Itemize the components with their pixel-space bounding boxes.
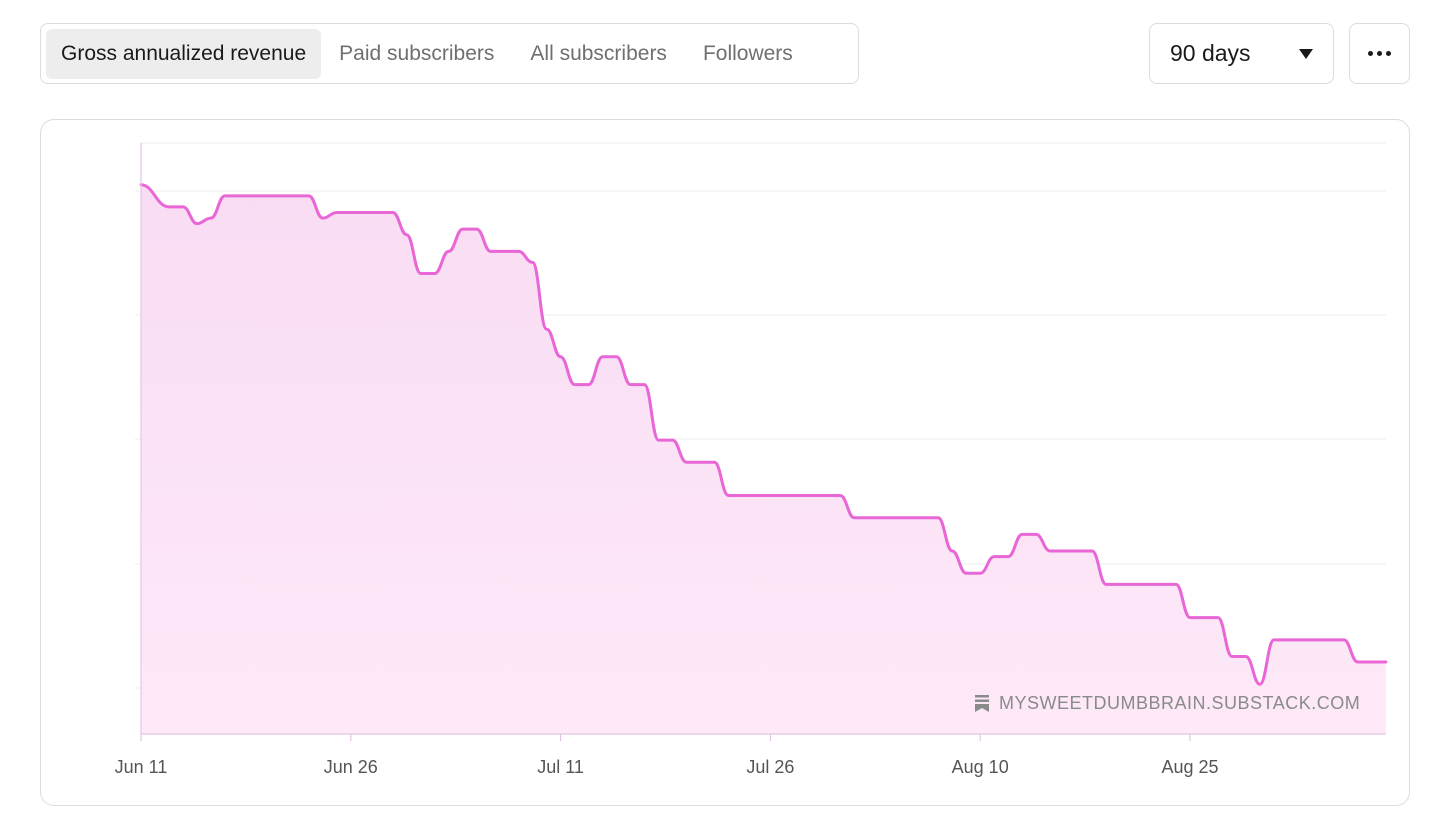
series-area-fill [141, 184, 1386, 735]
watermark: MYSWEETDUMBBRAIN.SUBSTACK.COM [975, 692, 1360, 714]
watermark-text: MYSWEETDUMBBRAIN.SUBSTACK.COM [999, 692, 1361, 713]
time-range-value: 90 days [1170, 40, 1251, 66]
x-tick-label: Jun 26 [324, 757, 378, 777]
more-dot-icon [1368, 51, 1373, 56]
x-tick-label: Aug 10 [952, 757, 1009, 777]
time-range-dropdown[interactable]: 90 days [1149, 23, 1334, 84]
tab-gross-annualized-revenue[interactable]: Gross annualized revenue [46, 28, 322, 79]
x-tick-label: Jul 26 [746, 757, 794, 777]
tab-followers[interactable]: Followers [702, 41, 793, 65]
x-tick-label: Jul 11 [537, 757, 584, 777]
more-dot-icon [1386, 51, 1391, 56]
tab-paid-subscribers[interactable]: Paid subscribers [339, 41, 495, 65]
more-dot-icon [1377, 51, 1382, 56]
substack-bookmark-icon [975, 694, 989, 712]
x-tick-label: Aug 25 [1161, 757, 1218, 777]
chevron-down-icon [1299, 48, 1313, 59]
more-options-button[interactable] [1349, 23, 1410, 84]
tab-all-subscribers[interactable]: All subscribers [530, 41, 667, 65]
series-line [139, 183, 1388, 686]
chart-card [40, 119, 1410, 806]
x-tick-label: Jun 11 [115, 757, 168, 777]
metric-tabs: Gross annualized revenue Paid subscriber… [40, 23, 859, 84]
